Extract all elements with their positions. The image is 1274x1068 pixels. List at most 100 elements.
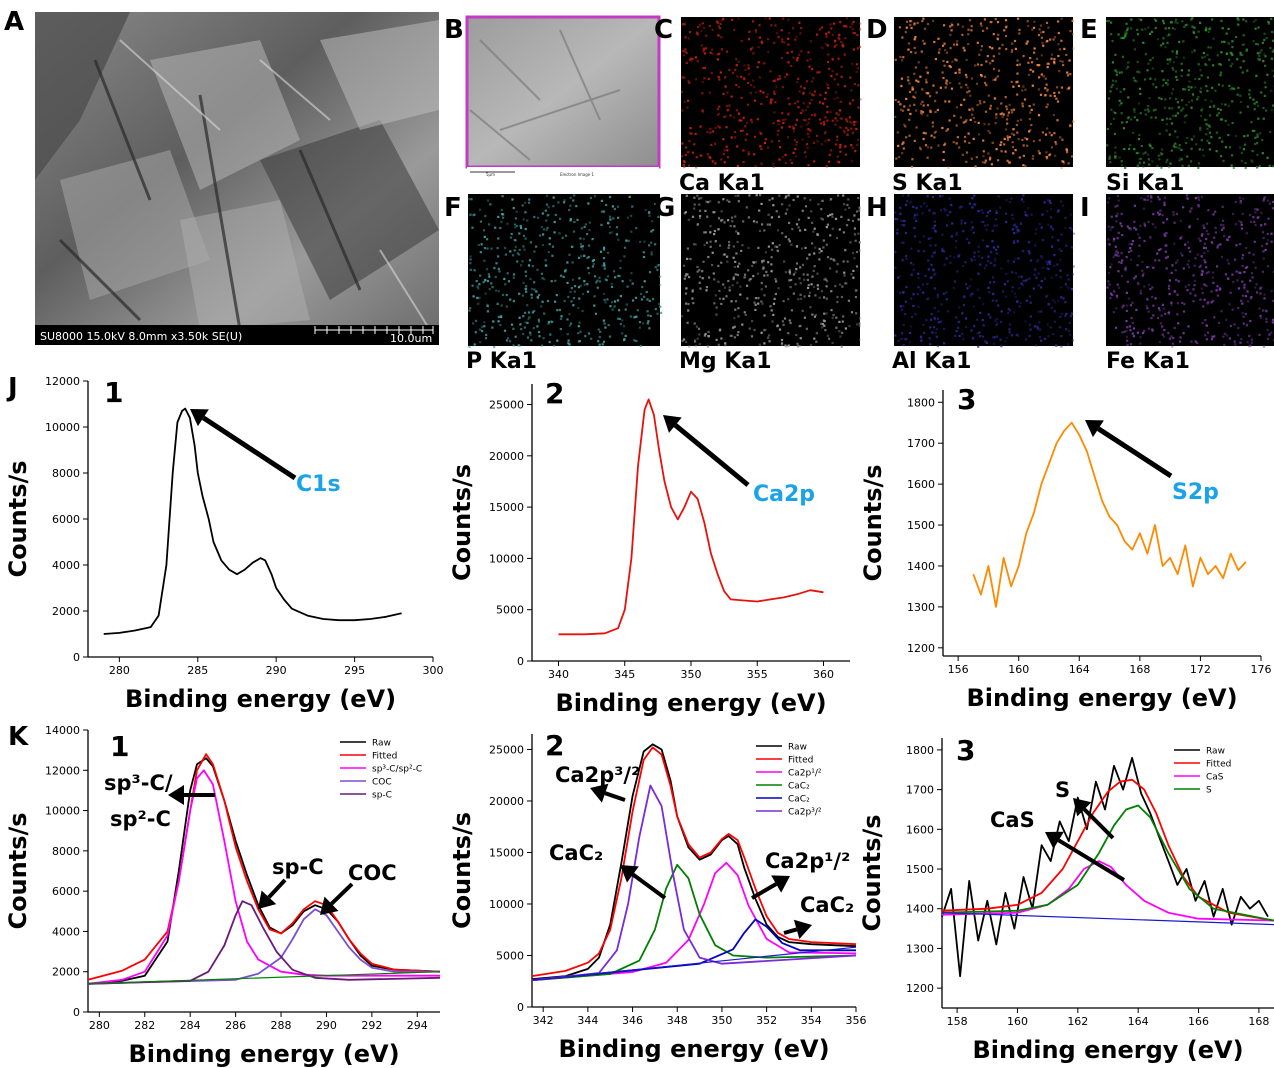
plot-area [558,398,824,636]
y-tick-label: 5000 [496,949,524,962]
y-tick-label: 4000 [52,559,80,572]
map-background [894,194,1073,346]
map-signal [894,194,1075,348]
chart-j1: 280 285 290 295 300 0 2000 4000 6000 8000 10000 120… [4,375,444,713]
y-tick-label: 10000 [45,421,80,434]
arrow [783,919,812,940]
y-tick-label: 1600 [907,478,935,491]
arrow-head [771,875,790,893]
arrow-shaft [330,882,354,906]
annotation-sp2: sp²-C [110,807,171,831]
x-tick-label: 345 [614,668,635,681]
annotation-coc: COC [348,861,397,885]
x-tick-label: 285 [187,664,208,677]
series-line-baseline [941,912,1274,926]
x-tick-label: 350 [711,1014,732,1027]
map-background [681,194,860,346]
panel-letter-map: D [866,15,888,45]
y-tick-label: 1500 [906,863,934,876]
y-tick-label: 6000 [52,513,80,526]
legend-label: CaC₂ [788,782,810,792]
annotation-ca2p32: Ca2p³/² [555,763,640,787]
x-tick-label: 282 [134,1019,155,1032]
subpanel-number: 1 [104,376,123,409]
y-tick-label: 15000 [489,501,524,514]
plot-area [103,407,402,635]
y-tick-label: 0 [73,1006,80,1019]
arrow-shaft [201,415,297,481]
legend-label: CaC₂ [788,795,810,805]
map-background [894,17,1073,167]
chart-k3: 158 160 162 164 166 168 1200 1300 1400 1500 1600 17… [858,734,1274,1064]
panel-letter-a: A [4,7,24,37]
arrow [663,415,750,487]
y-tick-label: 1500 [907,519,935,532]
arrow-shaft [1057,838,1126,882]
y-tick-label: 25000 [489,743,524,756]
x-axis-title: Binding energy (eV) [125,685,396,713]
electron-image-caption: Electron Image 1 [560,172,594,177]
series-line-ca2p- [531,784,857,982]
x-axis-title: Binding energy (eV) [558,1035,829,1063]
x-tick-label: 288 [271,1019,292,1032]
y-tick-label: 1200 [906,982,934,995]
eds-map-ca [681,17,862,169]
electron-image [465,15,661,177]
y-tick-label: 1800 [906,744,934,757]
x-tick-label: 346 [622,1014,643,1027]
y-tick-label: 0 [517,1001,524,1014]
y-tick-label: 20000 [489,450,524,463]
legend-label: Ca2p¹/² [788,769,822,779]
x-tick-label: 160 [1008,663,1029,676]
arrow-head [1085,420,1104,438]
eds-map-si [1106,17,1274,170]
y-tick-label: 1600 [906,823,934,836]
x-tick-label: 164 [1069,663,1090,676]
x-tick-label: 295 [344,664,365,677]
series-line-raw [941,757,1269,978]
map-caption: Ca Ka1 [679,171,765,196]
x-tick-label: 348 [667,1014,688,1027]
arrow-head [793,919,812,940]
arrow-head [1073,798,1092,817]
annotation-cac2-right: CaC₂ [800,893,854,917]
legend-label: COC [372,778,392,788]
y-tick-label: 2000 [52,966,80,979]
series-line-data [558,398,824,636]
electron-image-scale: 5μm [486,172,495,177]
map-caption: Al Ka1 [892,349,971,374]
x-tick-label: 280 [109,664,130,677]
x-tick-label: 354 [801,1014,822,1027]
arrow-shaft [1097,426,1173,479]
series-line-data [972,421,1247,608]
y-tick-label: 1700 [907,437,935,450]
legend-label: Ca2p³/² [788,808,822,818]
arrow [590,783,626,803]
x-tick-label: 300 [423,664,444,677]
map-caption: P Ka1 [466,349,537,374]
arrow [168,785,215,805]
map-caption: Si Ka1 [1106,171,1184,196]
y-tick-label: 15000 [489,846,524,859]
y-tick-label: 12000 [45,764,80,777]
legend-label: CaS [1206,773,1224,783]
x-tick-label: 290 [316,1019,337,1032]
y-tick-label: 0 [73,651,80,664]
y-tick-label: 14000 [45,724,80,737]
map-background [681,17,860,167]
arrow-shaft [673,423,750,487]
panel-letter-map: F [444,193,462,223]
subpanel-number: 2 [545,377,564,410]
panel-letter-map: E [1080,15,1098,45]
series-line-sp-c [87,900,441,985]
y-tick-label: 4000 [52,925,80,938]
eds-map-s [894,17,1075,170]
arrow-head [258,890,277,909]
eds-map-fe [1106,194,1274,348]
y-tick-label: 6000 [52,885,80,898]
chart-k2: 342 344 346 348 350 352 354 356 0 5000 10000 15000 2… [448,729,867,1063]
map-background [1106,17,1274,167]
peak-annotation: S2p [1172,480,1219,505]
series-line-cac- [531,863,857,982]
